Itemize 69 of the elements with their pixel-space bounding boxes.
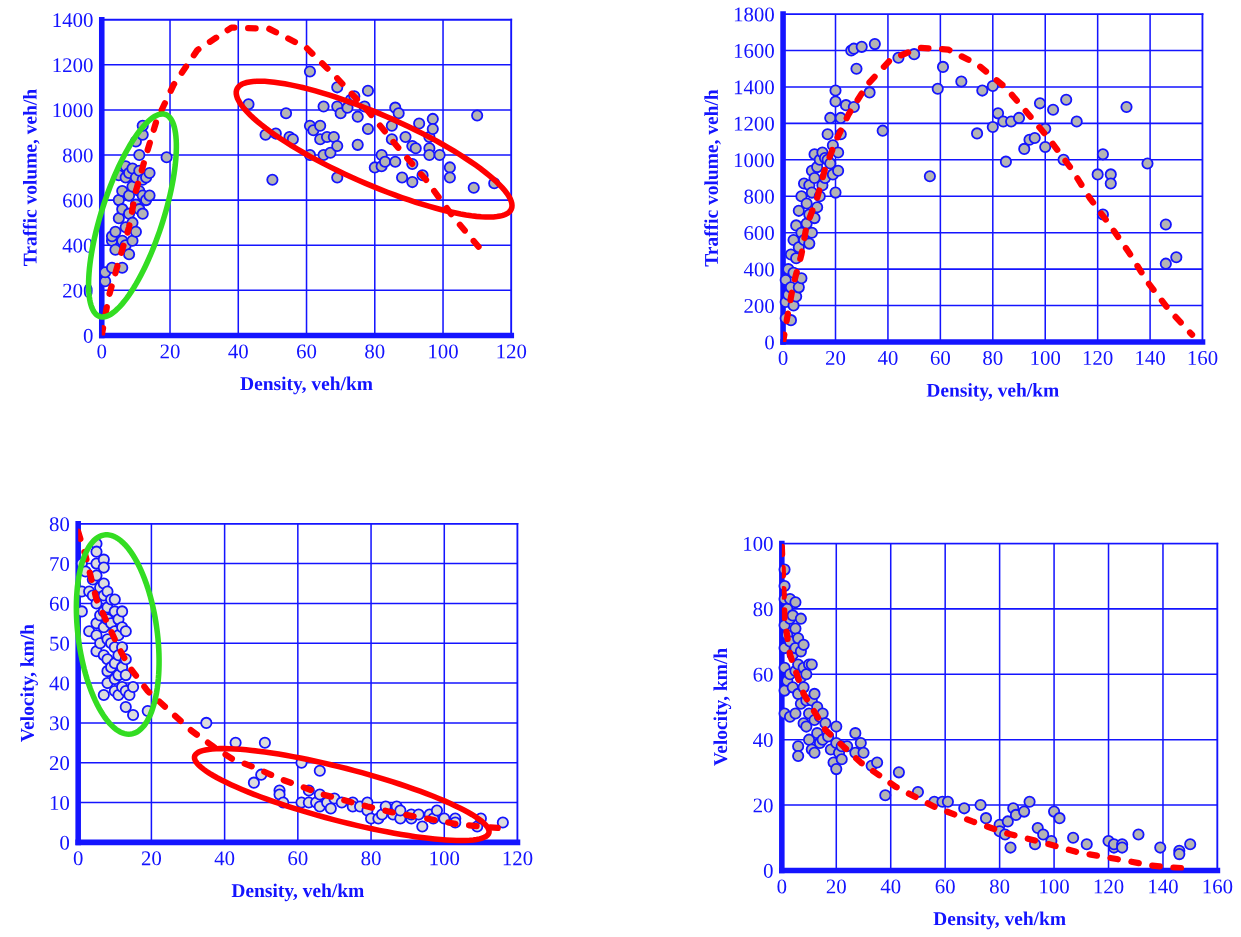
y-tick-label: 100 [744, 536, 773, 551]
y-axis-title: Traffic volume, veh/h [704, 89, 721, 267]
x-tick-label: 0 [778, 350, 788, 365]
y-tick-label: 80 [49, 517, 70, 532]
y-axis-title: Velocity, km/h [713, 648, 732, 766]
x-axis-title: Density, veh/km [240, 376, 373, 395]
y-tick-label: 800 [62, 148, 93, 163]
x-tick-label: 100 [1040, 879, 1069, 894]
y-tick-label: 80 [753, 602, 773, 617]
x-tick-label: 60 [297, 344, 317, 359]
y-tick-label: 200 [744, 298, 774, 313]
x-axis-title: Density, veh/km [231, 883, 364, 902]
x-tick-label: 20 [160, 344, 180, 359]
x-axis-title: Density, veh/km [926, 383, 1059, 401]
x-tick-label: 0 [97, 344, 107, 359]
y-tick-label: 40 [49, 676, 70, 691]
y-tick-label: 600 [63, 193, 93, 208]
y-tick-label: 1600 [734, 43, 774, 58]
x-tick-label: 80 [983, 350, 1003, 365]
x-tick-label: 80 [361, 851, 381, 866]
x-tick-label: 100 [429, 344, 458, 359]
y-tick-label: 600 [744, 226, 774, 241]
y-tick-label: 20 [49, 756, 70, 771]
x-tick-label: 40 [877, 350, 898, 365]
y-tick-label: 0 [60, 835, 70, 850]
y-tick-label: 0 [763, 863, 773, 878]
x-tick-label: 60 [930, 350, 950, 365]
y-tick-label: 70 [50, 556, 70, 572]
y-tick-label: 20 [753, 798, 773, 813]
x-tick-label: 60 [288, 851, 308, 866]
y-tick-label: 1800 [734, 7, 774, 22]
x-tick-label: 80 [990, 879, 1010, 894]
y-tick-label: 1200 [53, 58, 93, 73]
x-tick-label: 120 [1094, 879, 1124, 894]
x-tick-label: 0 [777, 879, 787, 894]
x-tick-label: 20 [826, 879, 846, 894]
y-tick-label: 1400 [734, 80, 774, 95]
x-tick-label: 140 [1136, 350, 1165, 365]
y-tick-label: 800 [744, 189, 774, 204]
y-tick-label: 30 [50, 716, 70, 731]
y-tick-label: 1200 [734, 116, 774, 131]
x-tick-label: 160 [1188, 350, 1218, 365]
x-tick-label: 100 [430, 851, 460, 866]
x-tick-label: 60 [935, 879, 955, 894]
x-tick-label: 160 [1203, 879, 1233, 894]
y-tick-label: 0 [83, 328, 93, 343]
y-tick-label: 10 [50, 795, 70, 810]
x-tick-label: 120 [497, 344, 527, 359]
y-tick-label: 1000 [734, 153, 774, 168]
x-axis-title: Density, veh/km [933, 911, 1066, 930]
y-tick-label: 50 [50, 636, 70, 651]
x-tick-label: 40 [228, 344, 248, 359]
x-tick-label: 20 [141, 851, 162, 866]
y-tick-label: 1000 [53, 103, 93, 118]
x-tick-label: 140 [1149, 879, 1178, 894]
x-tick-label: 80 [365, 344, 385, 359]
x-tick-label: 40 [214, 851, 235, 866]
x-tick-label: 20 [826, 350, 846, 365]
y-tick-label: 400 [743, 262, 774, 277]
y-tick-label: 60 [49, 596, 70, 611]
x-tick-label: 120 [503, 851, 533, 866]
x-tick-label: 40 [880, 879, 901, 894]
x-tick-label: 120 [1083, 350, 1113, 365]
y-tick-label: 40 [753, 733, 773, 748]
y-tick-label: 1400 [53, 13, 93, 28]
y-tick-label: 60 [753, 667, 773, 682]
y-axis-title: Traffic volume, veh/h [22, 89, 40, 266]
y-axis-title: Velocity, km/h [20, 624, 38, 742]
x-tick-label: 100 [1031, 350, 1061, 365]
